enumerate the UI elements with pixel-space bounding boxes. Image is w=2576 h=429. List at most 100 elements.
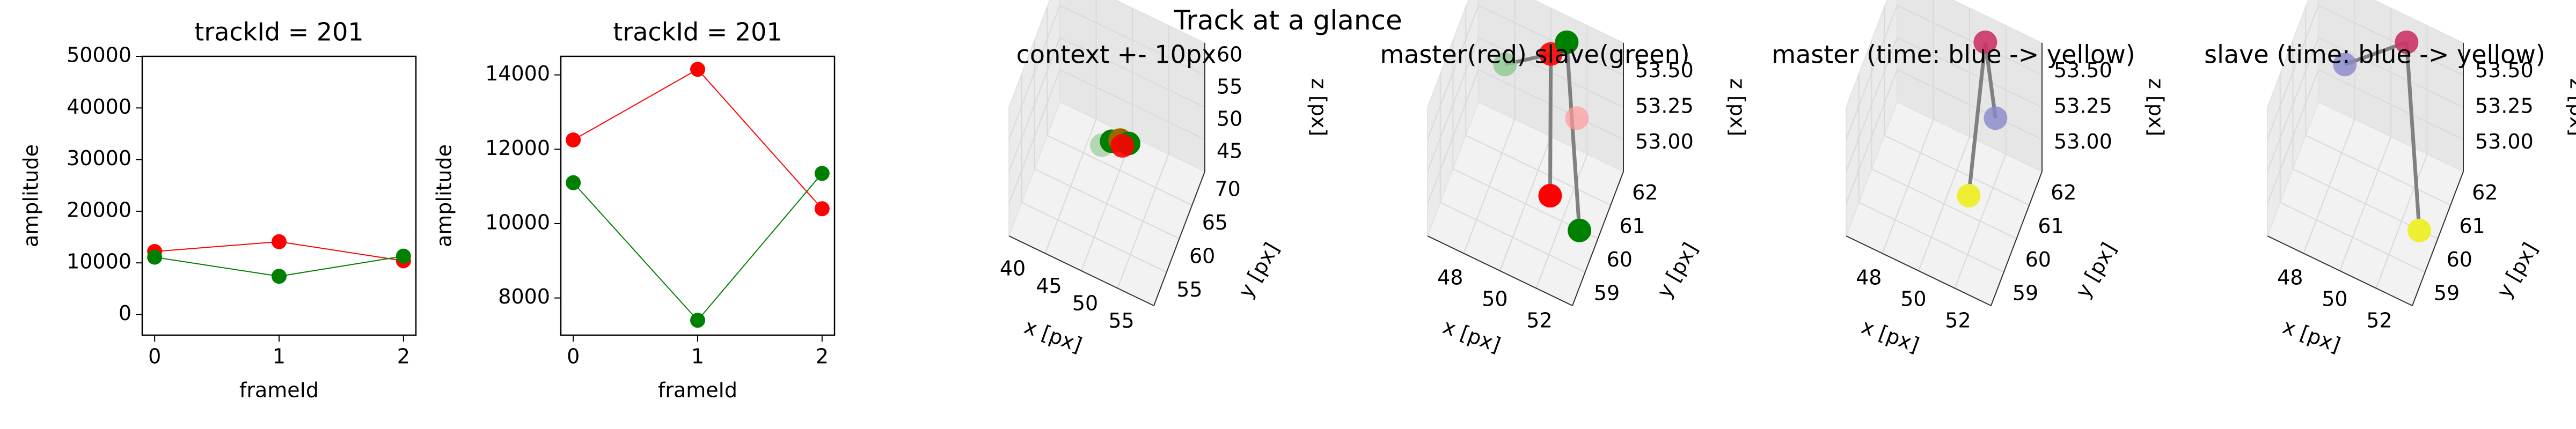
chart-title: master(red) slave(green)	[1380, 40, 1689, 69]
x-tick-label: 48	[1856, 266, 1882, 290]
connector-line	[1983, 42, 1997, 119]
x-tick-label: 55	[1108, 309, 1134, 332]
data-point	[1555, 30, 1579, 54]
y-axis-label: y [px]	[2492, 239, 2543, 302]
data-point	[814, 201, 830, 217]
x-tick-label: 2	[397, 345, 410, 368]
chart-title: trackId = 201	[613, 18, 782, 47]
y-tick-label: 59	[2012, 281, 2038, 305]
z-tick-label: 53.25	[2475, 94, 2534, 118]
z-tick-label: 53.50	[2475, 58, 2534, 82]
grid-line	[1008, 5, 1060, 140]
y-axis-line	[1990, 171, 2043, 306]
data-point	[690, 313, 705, 328]
grid-line	[1846, 5, 1898, 140]
y-tick-label: 12000	[485, 136, 550, 160]
x-tick-label: 40	[1000, 257, 1026, 280]
series-line-1	[573, 68, 823, 209]
data-point	[1110, 134, 1135, 158]
z-tick-label: 53.00	[1635, 130, 1694, 153]
grid-line	[2267, 37, 2319, 172]
y-axis-label: y [px]	[1652, 239, 1703, 302]
data-point	[2407, 218, 2432, 242]
x-axis-label: x [px]	[1440, 315, 1504, 357]
z-tick-label: 50	[1217, 107, 1242, 131]
grid-line	[1954, 154, 2007, 289]
z-tick-label: 53.25	[2054, 94, 2112, 118]
grid-line	[1846, 37, 1898, 172]
x-tick-label: 52	[1526, 309, 1552, 332]
z-tick-label: 53.00	[2475, 130, 2534, 153]
z-axis-label: z [px]	[2566, 78, 2576, 136]
z-tick-label: 53.50	[1635, 58, 1694, 82]
x-tick-label: 0	[567, 345, 580, 368]
grid-line	[1059, 37, 1205, 108]
data-point	[1493, 53, 1517, 77]
x-tick-label: 0	[148, 345, 161, 368]
x-axis-label: x [px]	[1021, 315, 1085, 357]
y-tick-label: 40000	[67, 95, 131, 119]
y-tick-label: 20000	[67, 198, 131, 221]
x-tick-label: 1	[691, 345, 704, 368]
y-axis-line	[1572, 171, 1624, 306]
grid-line	[1465, 135, 1611, 206]
grid-line	[2318, 37, 2464, 108]
data-point	[272, 234, 287, 249]
plot-frame	[560, 55, 836, 336]
data-point	[396, 248, 411, 264]
z-tick-label: 45	[1217, 139, 1242, 163]
grid-line	[1427, 5, 1479, 140]
x-axis-label: frameId	[239, 379, 319, 402]
data-point	[1973, 30, 1997, 54]
data-point	[566, 175, 581, 190]
x-axis-label: x [px]	[2280, 315, 2344, 357]
grid-line	[1034, 168, 1180, 239]
x-tick-label: 50	[2322, 287, 2347, 311]
x-tick-label: 50	[1072, 292, 1098, 315]
x-tick-label: 1	[273, 345, 286, 368]
x-tick-label: 52	[1945, 309, 1971, 332]
grid-line	[1059, 5, 1205, 76]
x-tick-label: 50	[1482, 287, 1507, 311]
x-tick-label: 48	[2277, 266, 2303, 290]
scatter3d-chart-3: 48 50 52 59 60 61 62 53.00 53.25 53.50 x [px] y [px…	[1772, 0, 2168, 357]
y-tick-label: 14000	[485, 62, 550, 85]
y-axis-label: amplitude	[19, 144, 43, 247]
y-tick-label: 60	[2447, 248, 2472, 271]
chart-title: slave (time: blue -> yellow)	[2204, 40, 2545, 69]
grid-line	[2375, 154, 2428, 289]
connector-line	[2404, 42, 2421, 231]
figure-suptitle: Track at a glance	[1174, 5, 1402, 36]
y-tick-label: 8000	[498, 285, 550, 308]
z-tick-label: 55	[1217, 75, 1242, 99]
y-tick-label: 62	[2051, 181, 2076, 204]
data-point	[1984, 106, 2008, 130]
x-axis-line	[1427, 235, 1573, 306]
x-axis-line	[1846, 235, 1992, 306]
y-axis-line	[1153, 171, 1205, 306]
x-axis-line	[1008, 235, 1154, 306]
data-point	[1565, 106, 1589, 130]
y-tick-label: 61	[1619, 214, 1645, 238]
z-tick-label: 60	[1217, 43, 1242, 66]
grid-line	[2318, 5, 2464, 76]
y-tick-label: 60	[2025, 248, 2051, 271]
data-point	[690, 62, 705, 77]
y-tick-label: 65	[1202, 211, 1228, 234]
data-point	[814, 166, 830, 181]
plot-frame	[141, 55, 417, 336]
y-tick-label: 59	[2434, 281, 2460, 305]
z-axis-label: z [px]	[1307, 78, 1331, 136]
y-tick-label: 50000	[67, 43, 131, 67]
connector-line	[1564, 42, 1582, 231]
connector-line	[1966, 42, 1987, 196]
y-axis-label: y [px]	[1234, 239, 1284, 302]
y-axis-line	[2412, 171, 2464, 306]
line-chart-2: trackId = 201 frameId amplitude 0 1 2 8000 1000…	[433, 18, 836, 402]
scatter3d-chart-1: 40 45 50 55 55 60 65 70 45 50 55 60 x [px] y [px] z [p…	[1000, 0, 1331, 357]
data-point	[1957, 183, 1981, 208]
z-tick-label: 53.50	[2054, 58, 2112, 82]
grid-line	[1897, 5, 2043, 76]
y-tick-label: 61	[2459, 214, 2485, 238]
